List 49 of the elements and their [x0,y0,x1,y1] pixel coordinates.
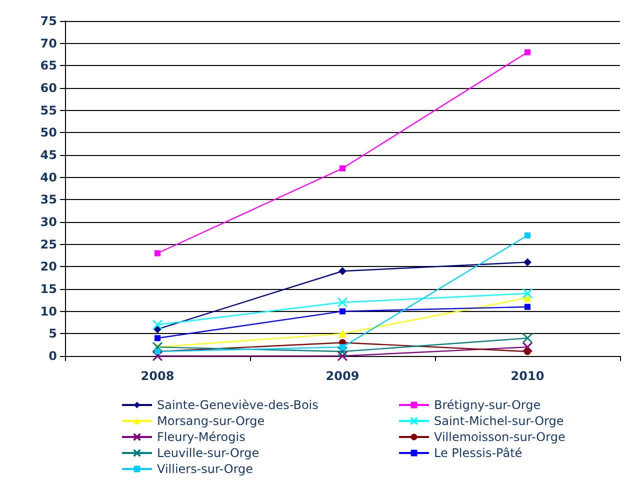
point [337,350,348,362]
y-tick-label: 40 [40,170,57,184]
legend-label: Morsang-sur-Orge [157,414,265,428]
point [154,250,160,256]
point [154,335,160,342]
legend-label: Leuville-sur-Orge [157,446,260,460]
legend-label: Villemoisson-sur-Orge [434,430,566,444]
y-tick-label: 75 [40,14,57,28]
point [340,308,346,314]
y-tick-label: 15 [40,282,57,296]
point [337,297,348,308]
x-tick-label: 2008 [140,369,174,383]
point [337,346,348,357]
x-tick-label: 2009 [326,369,360,383]
y-tick-label: 5 [48,326,57,341]
legend-label: Brétigny-sur-Orge [434,398,541,412]
y-tick-label: 10 [40,304,57,318]
y-tick-label: 60 [40,81,57,95]
point [338,267,346,276]
y-tick-label: 35 [40,192,57,207]
legend-label: Sainte-Geneviève-des-Bois [157,398,318,412]
point [524,49,530,56]
point [522,332,533,344]
point [524,348,531,356]
y-tick-label: 20 [40,260,57,274]
y-tick-label: 65 [40,58,57,73]
point [524,304,530,310]
point [338,330,346,338]
y-tick-label: 25 [40,237,57,252]
legend-label: Fleury-Mérogis [157,430,246,444]
point [340,165,346,172]
y-tick-label: 55 [40,103,57,118]
legend-label: Saint-Michel-sur-Orge [434,414,564,428]
y-tick-label: 30 [40,215,57,229]
legend-label: Villiers-sur-Orge [157,462,254,476]
y-tick-label: 50 [40,126,57,140]
point [522,342,533,352]
y-tick-label: 45 [40,148,57,162]
point [524,258,532,266]
point [524,294,532,302]
point [340,344,346,350]
y-tick-label: 0 [48,349,57,363]
legend-label: Le Plessis-Pâté [434,446,522,460]
point [524,232,530,238]
point [152,319,163,330]
point [522,288,533,299]
x-tick-label: 2010 [510,369,544,383]
point [152,350,163,362]
y-tick-label: 70 [40,36,57,50]
